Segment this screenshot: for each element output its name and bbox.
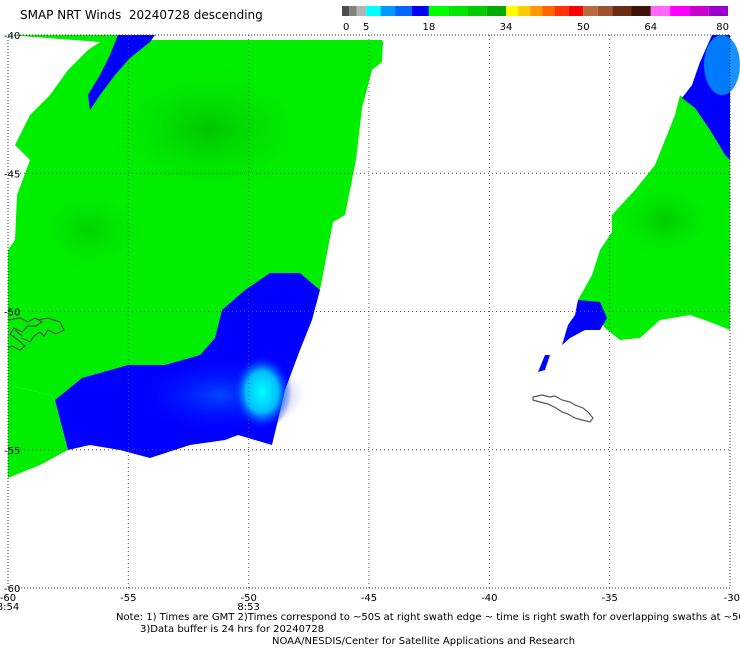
swath-time-label: 8:53 [237,602,259,613]
swath-right-blue-fleck [538,355,550,372]
longitude-label: -55 [120,593,136,604]
note-line-3: NOAA/NESDIS/Center for Satellite Applica… [272,636,576,647]
colorbar-tick-label: 18 [422,22,435,33]
map-frame [7,34,731,589]
note-line-1: Note: 1) Times are GMT 2)Times correspon… [116,612,740,623]
longitude-label: -45 [361,593,377,604]
colorbar-segment [597,6,613,16]
colorbar-segment [349,6,357,16]
colorbar-tick-label: 5 [363,22,369,33]
longitude-label: -35 [601,593,617,604]
latitude-tick-labels: -40 -45 -50 -55 -60 [4,31,20,595]
map-border [7,34,731,589]
longitude-label: -50 [240,593,256,604]
colorbar-segment [380,6,396,16]
colorbar-segment [356,6,367,16]
colorbar-segment [583,6,598,16]
longitude-label: -60 [0,593,16,604]
swath-time-labels: 8:54 8:53 [0,602,260,613]
colorbar-segments [342,6,728,16]
swath-time-label: 8:54 [0,602,19,613]
latitude-label: -55 [4,446,20,457]
colorbar-segment [554,6,569,16]
swath-right-dark-green-area [610,180,720,260]
colorbar-segment [366,6,381,16]
falkland-islands-outline [7,317,65,351]
longitude-tick-labels: -60 -55 -50 -45 -40 -35 -30 [0,593,740,604]
swath-left-dark-green-area-2 [30,185,150,275]
colorbar-segment [395,6,412,16]
colorbar-tick-label: 50 [577,22,590,33]
colorbar-tick-label: 64 [644,22,657,33]
colorbar-tick-labels: 0 5 18 34 50 64 80 [343,22,729,33]
note-line-2: 3)Data buffer is 24 hrs for 20240728 [140,624,325,635]
swath-right-midblue-area [704,35,740,95]
south-georgia-outline [532,394,594,423]
latitude-label: -60 [4,584,20,595]
wind-speed-colorbar: 0 5 18 34 50 64 80 [342,6,729,33]
colorbar-segment [670,6,690,16]
latitude-label: -50 [4,308,20,319]
colorbar-segment [518,6,531,16]
colorbar-segment [689,6,709,16]
colorbar-tick-label: 80 [716,22,729,33]
graticule [8,35,730,588]
colorbar-segment [411,6,429,16]
colorbar-segment [530,6,543,16]
colorbar-segment [486,6,507,16]
colorbar-segment [612,6,632,16]
colorbar-segment [506,6,519,16]
swath-right-blue-blob [562,300,607,345]
swath-left-cyan-core [232,354,292,430]
colorbar-segment [448,6,468,16]
colorbar-segment [708,6,728,16]
longitude-label: -30 [724,593,740,604]
colorbar-segment [542,6,555,16]
latitude-label: -45 [4,169,20,180]
colorbar-tick-label: 34 [500,22,513,33]
colorbar-segment [342,6,350,16]
swath-left-green-lower [8,385,68,478]
latitude-label: -40 [4,31,20,42]
longitude-label: -40 [481,593,497,604]
swath-left-dark-green-area [100,60,320,200]
colorbar-segment [631,6,651,16]
colorbar-segment [467,6,487,16]
colorbar-segment [428,6,449,16]
swath-left-blue-cap [88,35,155,110]
colorbar-segment [568,6,584,16]
map-title: SMAP NRT Winds 20240728 descending [20,8,263,22]
colorbar-segment [650,6,671,16]
colorbar-tick-label: 0 [343,22,349,33]
